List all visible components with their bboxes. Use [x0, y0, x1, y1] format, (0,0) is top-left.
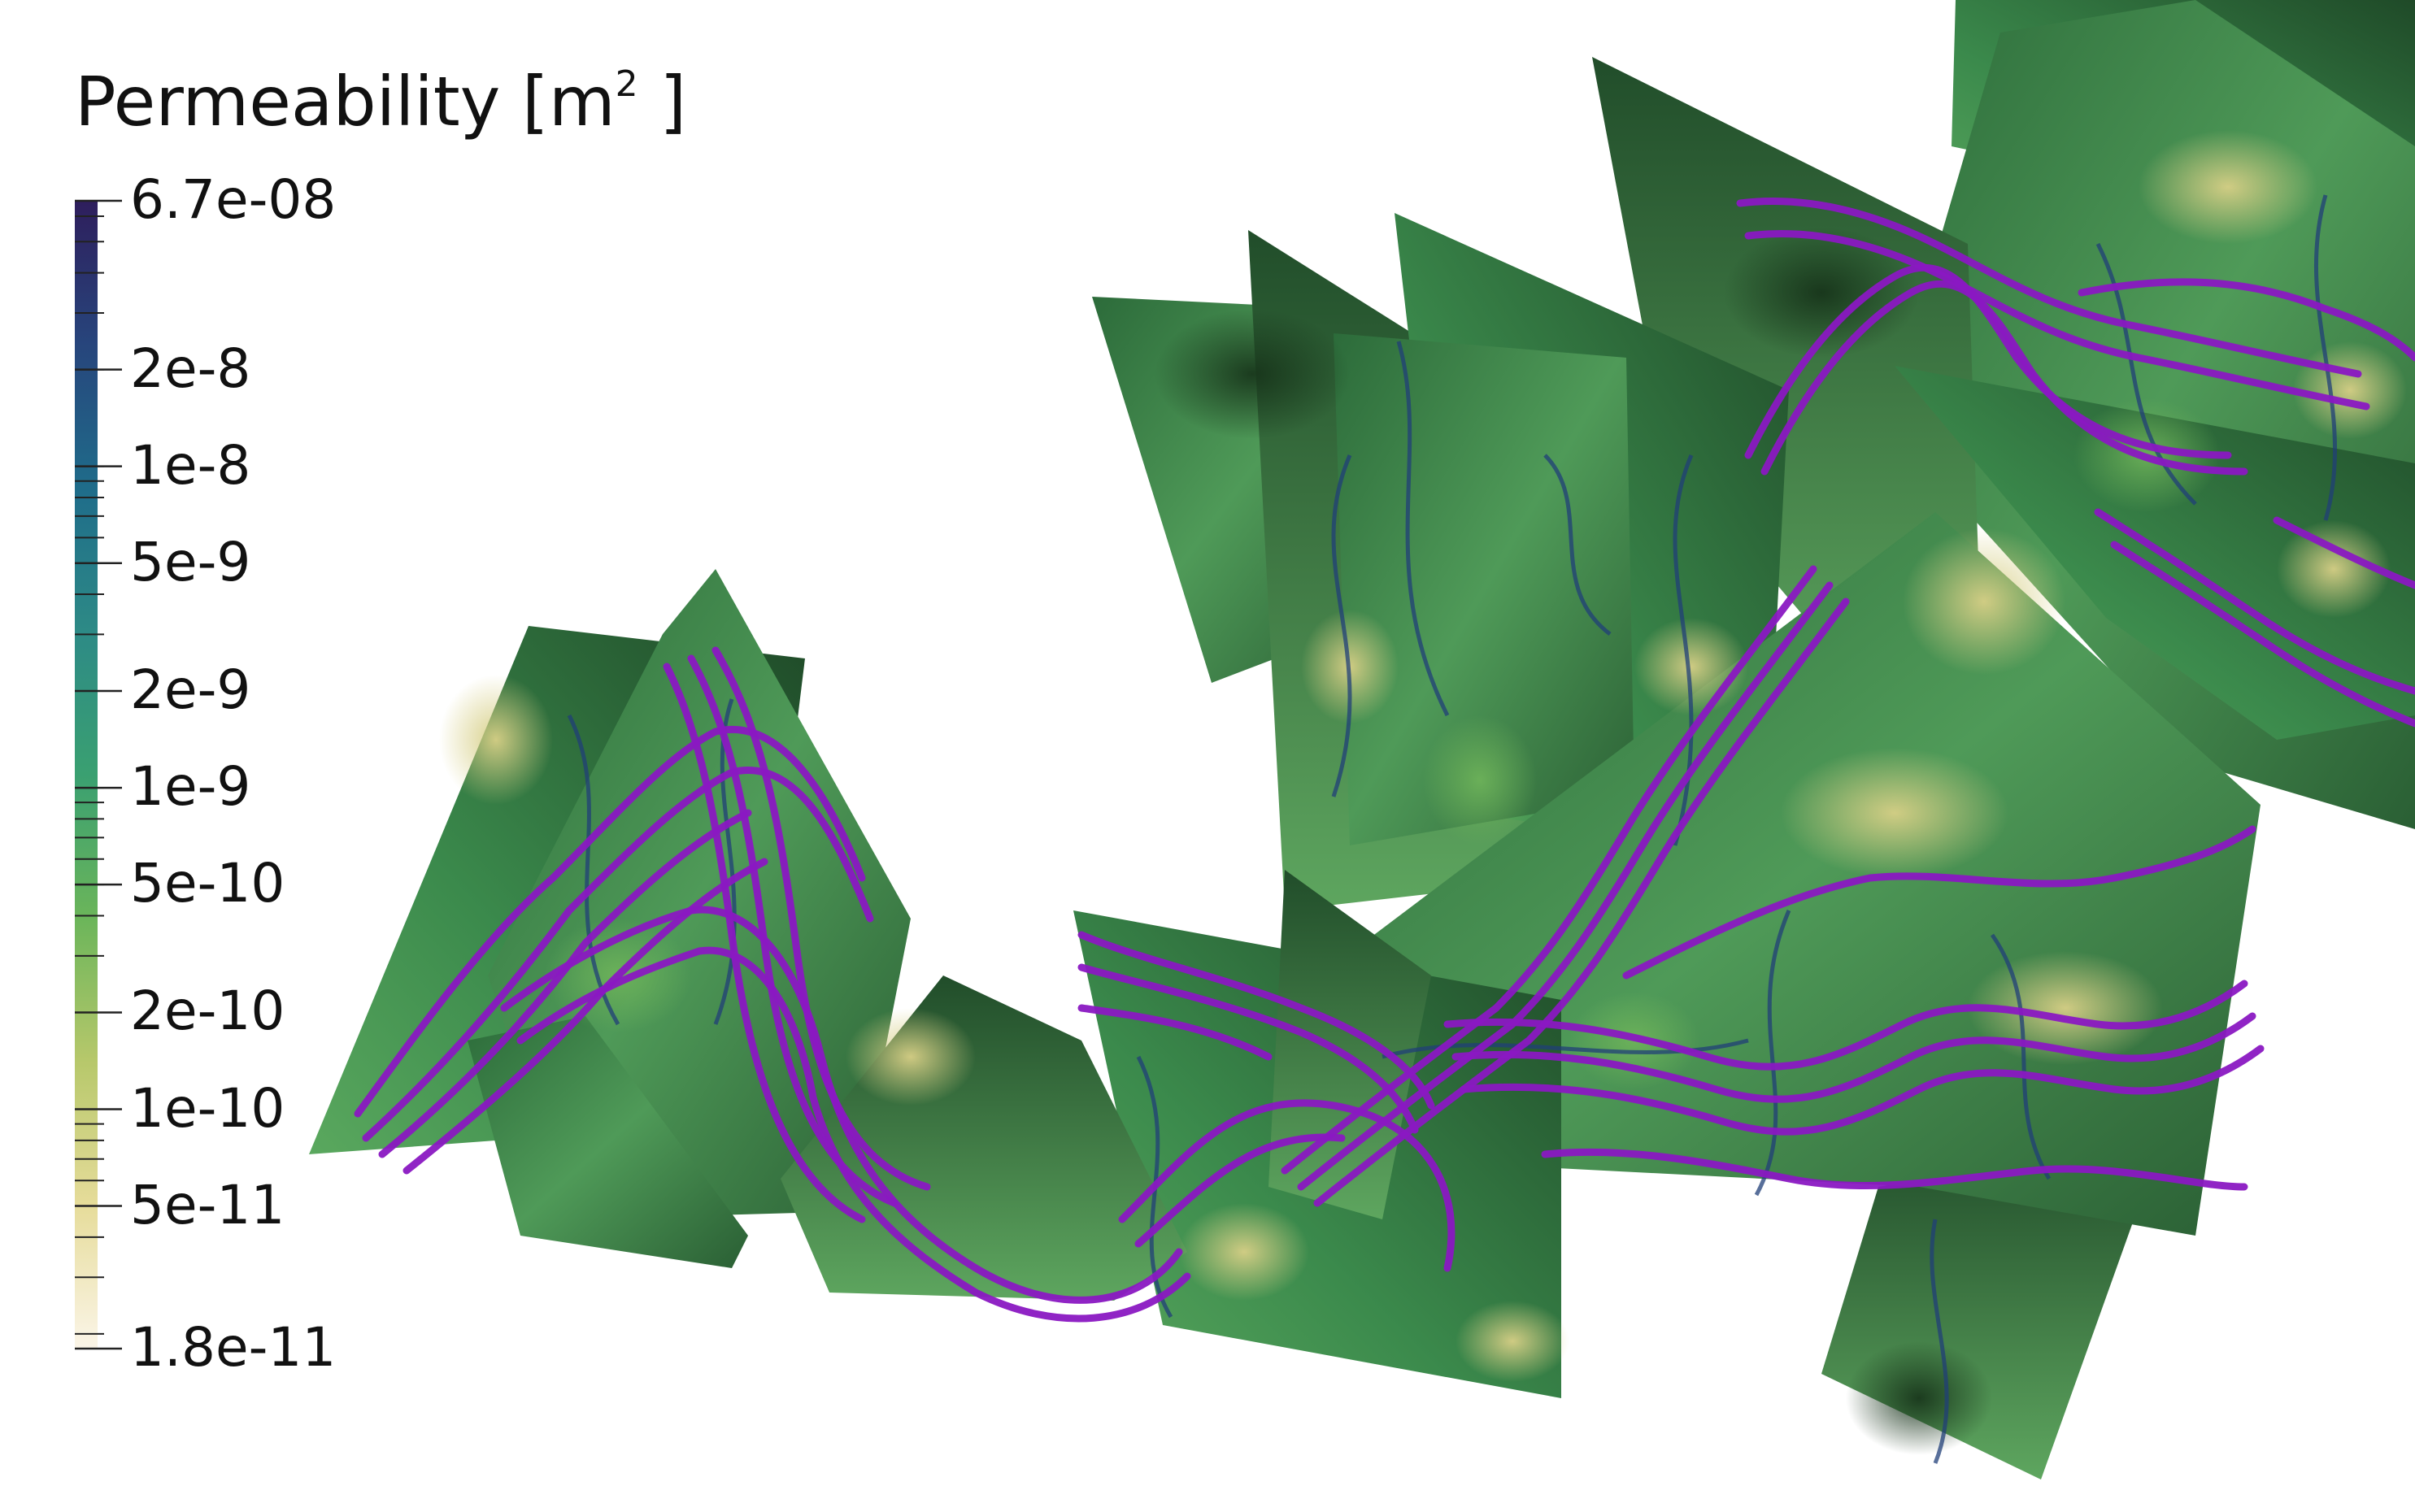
- colorbar-ticks: [75, 199, 122, 1350]
- colorbar-tick-label: 1.8e-11: [130, 1316, 337, 1379]
- fracture-planes: [309, 0, 2415, 1479]
- colorbar-tick-label: 2e-9: [130, 658, 251, 722]
- fracture-plane: [1268, 870, 1431, 1219]
- legend-title-close: ]: [637, 62, 687, 141]
- streamlines: [354, 197, 2415, 1323]
- colorbar-tick-label: 1e-10: [130, 1076, 285, 1140]
- colorbar-tick-label: 2e-10: [130, 980, 285, 1043]
- colorbar-tick-label: 1e-8: [130, 433, 251, 497]
- fracture-plane: [468, 1016, 748, 1268]
- colorbar-tick-label: 5e-10: [130, 852, 285, 915]
- permeability-patches: [439, 130, 2407, 1455]
- legend-title: Permeability [m2 ]: [75, 67, 686, 137]
- colorbar-tick-label: 6.7e-08: [130, 168, 337, 231]
- fracture-plane: [1895, 366, 2415, 740]
- colorbar-tick-label: 5e-9: [130, 530, 251, 593]
- colorbar-tick-label: 2e-8: [130, 337, 251, 400]
- colorbar-tick-label: 5e-11: [130, 1173, 285, 1236]
- legend-title-text: Permeability [m: [75, 62, 616, 141]
- permeability-veins: [567, 194, 2337, 1464]
- colorbar: [75, 201, 98, 1349]
- colorbar-tick-label: 1e-9: [130, 755, 251, 819]
- legend-title-exponent: 2: [615, 63, 638, 105]
